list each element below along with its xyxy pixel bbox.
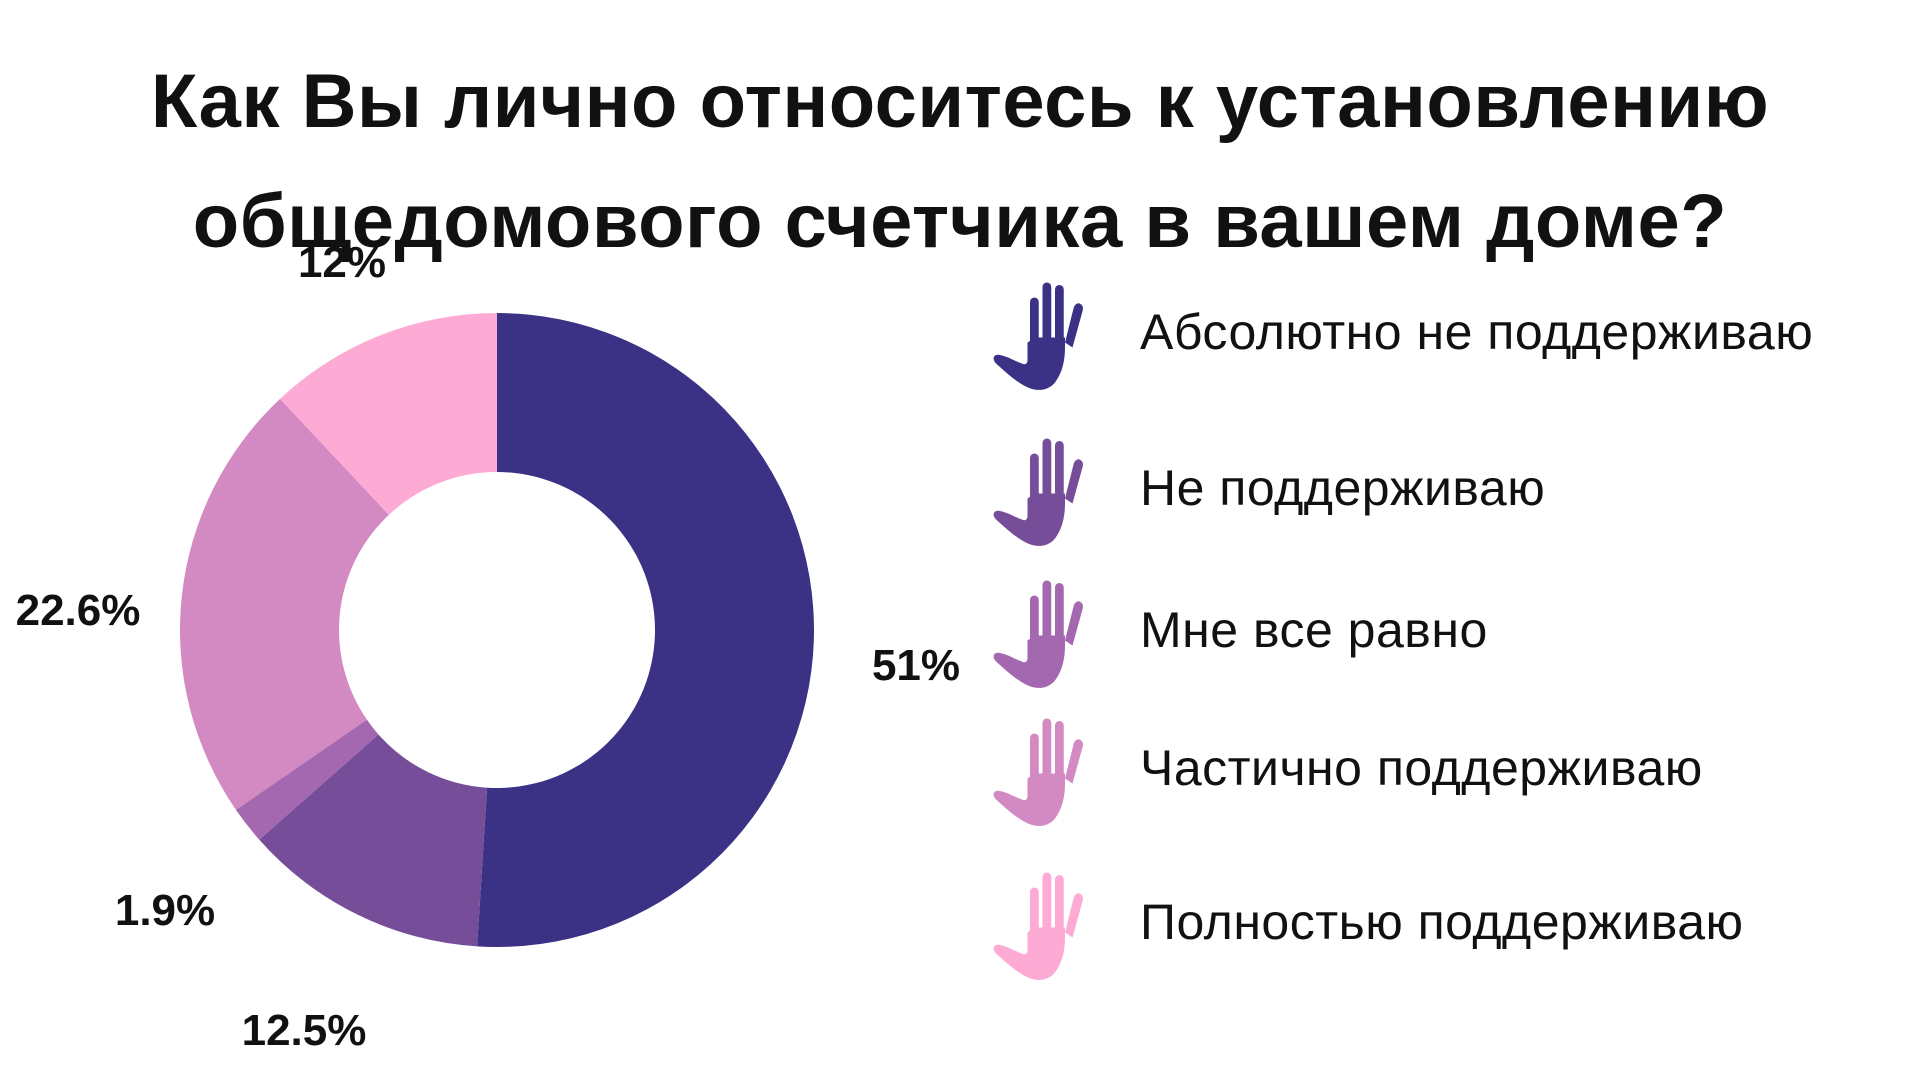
slice-label-5: 12% — [298, 238, 386, 287]
raised-hand-icon — [993, 580, 1083, 688]
raised-hand-icon — [993, 282, 1083, 390]
legend-label: Абсолютно не поддерживаю — [1140, 304, 1814, 360]
legend-label: Полностью поддерживаю — [1140, 894, 1744, 950]
raised-hand-icon — [993, 872, 1083, 980]
raised-hand-icon — [993, 718, 1083, 826]
donut-slice-1 — [477, 313, 815, 948]
donut-slice-5 — [279, 313, 497, 515]
slice-label-4: 22.6% — [16, 586, 141, 635]
slice-label-2: 12.5% — [242, 1006, 367, 1055]
legend-item: Абсолютно не поддерживаю — [990, 272, 1910, 392]
donut-slice-4 — [180, 398, 389, 810]
legend-item: Мне все равно — [990, 570, 1910, 690]
chart-title: Как Вы лично относитесь к установлению о… — [0, 42, 1920, 282]
slice-label-1: 51% — [872, 641, 960, 690]
legend-item: Полностью поддерживаю — [990, 862, 1910, 982]
donut-slice-2 — [259, 734, 488, 947]
raised-hand-icon — [993, 438, 1083, 546]
legend-item: Не поддерживаю — [990, 428, 1910, 548]
legend-label: Не поддерживаю — [1140, 460, 1546, 516]
slice-label-3: 1.9% — [115, 886, 215, 935]
title-line-2: общедомового счетчика в вашем доме? — [192, 179, 1728, 264]
legend-label: Частично поддерживаю — [1140, 740, 1703, 796]
title-line-1: Как Вы лично относитесь к установлению — [150, 59, 1770, 144]
donut-slice-3 — [235, 719, 379, 840]
legend-label: Мне все равно — [1140, 602, 1488, 658]
legend-item: Частично поддерживаю — [990, 708, 1910, 828]
